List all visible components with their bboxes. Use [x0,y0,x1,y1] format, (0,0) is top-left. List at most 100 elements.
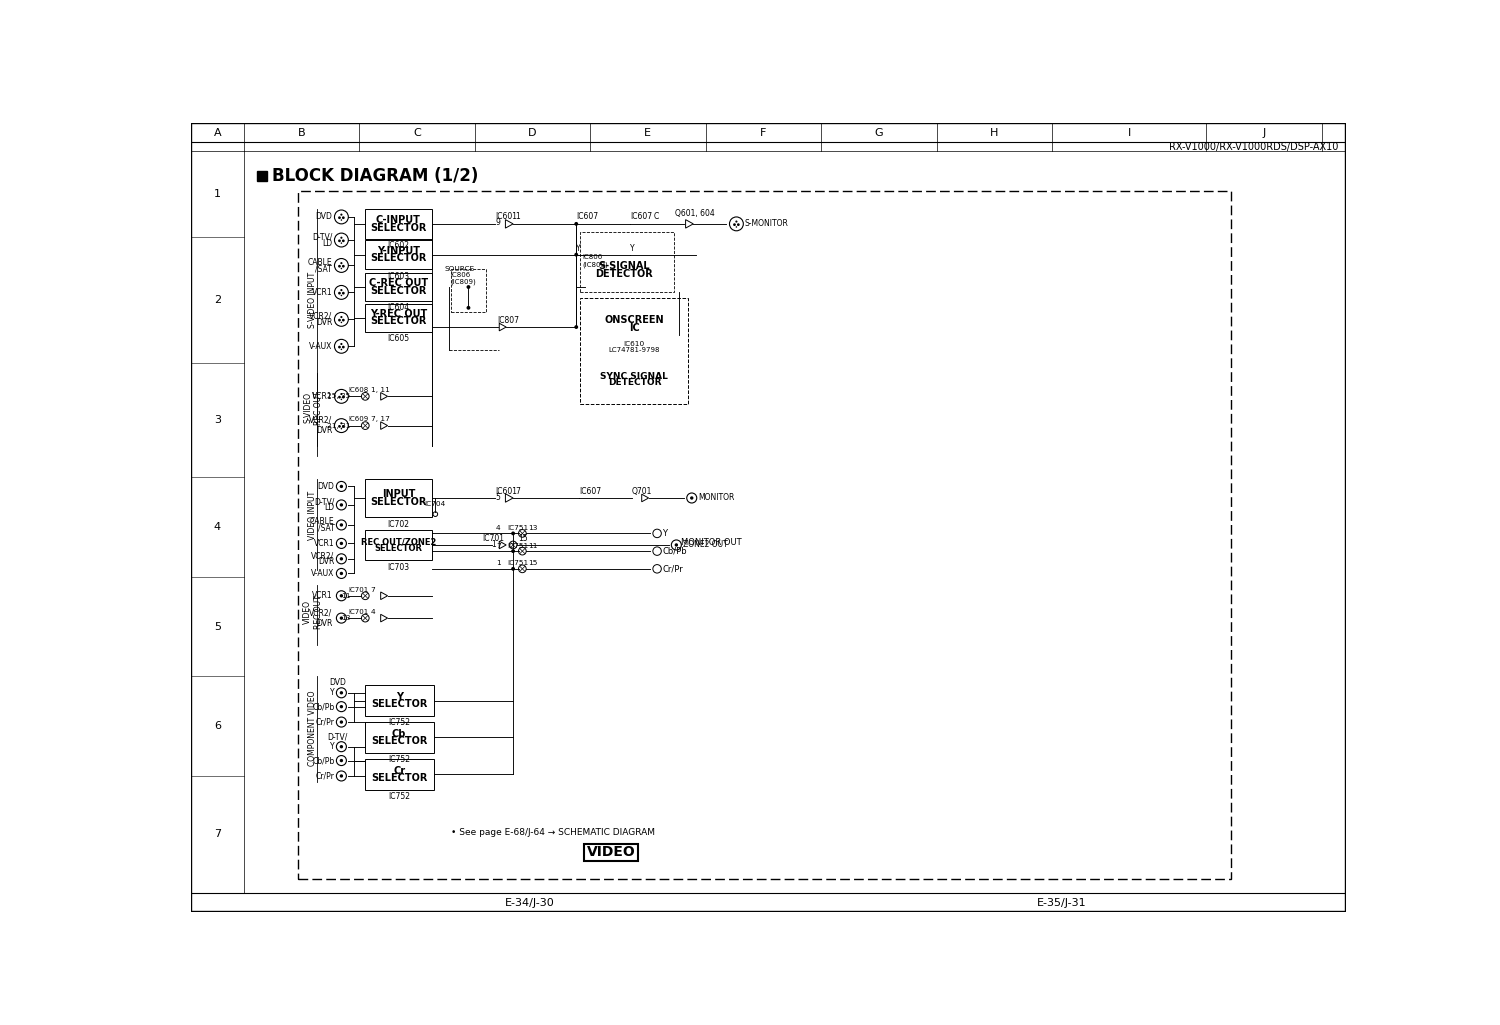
Text: 4: 4 [370,609,375,615]
Text: SELECTOR: SELECTOR [370,317,426,326]
Text: C: C [413,128,420,138]
Text: 11: 11 [528,542,537,548]
Circle shape [334,339,348,354]
Bar [364,722,434,752]
Circle shape [362,614,369,622]
Text: VIDEO INPUT: VIDEO INPUT [309,491,318,540]
Text: Y: Y [330,742,334,751]
Circle shape [334,418,348,433]
Circle shape [510,541,518,548]
Circle shape [574,325,578,329]
Circle shape [336,520,346,530]
Text: 5: 5 [495,493,501,501]
Text: VCR2/: VCR2/ [310,551,334,561]
Text: Cb/Pb: Cb/Pb [663,546,687,556]
Text: INPUT: INPUT [381,489,416,499]
Text: MONITOR OUT: MONITOR OUT [681,538,741,547]
Text: Y-REC OUT: Y-REC OUT [370,310,427,319]
Text: IC751: IC751 [507,561,528,567]
Circle shape [690,496,693,499]
Circle shape [336,482,346,491]
Text: LC74781-9798: LC74781-9798 [609,347,660,354]
Polygon shape [500,541,506,548]
Text: A: A [213,128,220,138]
Bar [364,209,432,239]
Circle shape [652,565,662,573]
Text: D-TV/: D-TV/ [327,733,348,742]
Circle shape [336,538,346,548]
Text: 21, 31: 21, 31 [327,422,351,428]
Text: IC752: IC752 [388,719,410,727]
Text: IC704: IC704 [424,501,445,507]
Text: E-35/J-31: E-35/J-31 [1036,898,1086,908]
Text: Cr/Pr: Cr/Pr [663,565,682,573]
Bar [584,844,638,861]
Text: 15: 15 [528,561,537,567]
Circle shape [512,549,515,554]
Text: /SAT: /SAT [318,524,334,533]
Circle shape [339,616,344,620]
Bar [585,250,663,290]
Text: E-34/J-30: E-34/J-30 [506,898,555,908]
Text: SELECTOR: SELECTOR [370,699,427,709]
Text: 9: 9 [495,218,501,227]
Text: SELECTOR: SELECTOR [370,253,426,263]
Bar [364,530,432,561]
Text: S-SIGNAL: S-SIGNAL [598,261,650,272]
Text: Q701: Q701 [632,487,652,495]
Text: C: C [654,212,658,221]
Text: B: B [297,128,304,138]
Text: Y-INPUT: Y-INPUT [376,246,420,256]
Text: IC603: IC603 [387,272,410,281]
Circle shape [334,210,348,223]
Text: COMPONENT VIDEO: COMPONENT VIDEO [309,691,318,766]
Circle shape [336,569,346,578]
Circle shape [342,396,345,399]
Circle shape [512,532,515,535]
Text: LD: LD [322,239,332,248]
Circle shape [519,530,526,537]
Circle shape [338,216,340,219]
Circle shape [339,774,344,778]
Text: IC607: IC607 [579,487,602,495]
Text: D: D [528,128,537,138]
Circle shape [340,262,342,264]
Text: SYNC SIGNAL: SYNC SIGNAL [600,371,669,380]
Circle shape [338,425,340,427]
Text: CABLE: CABLE [308,258,332,266]
Polygon shape [381,422,387,429]
Circle shape [672,540,681,550]
Text: BLOCK DIAGRAM (1/2): BLOCK DIAGRAM (1/2) [272,167,478,186]
Circle shape [338,292,340,294]
Text: ONSCREEN: ONSCREEN [604,316,664,325]
Polygon shape [642,494,648,502]
Text: Y: Y [663,529,668,538]
Text: IC701: IC701 [348,609,369,615]
Circle shape [339,705,344,708]
Text: 1: 1 [214,189,220,199]
Text: Y: Y [576,244,580,253]
Circle shape [342,264,345,268]
Circle shape [338,264,340,268]
Circle shape [339,542,344,545]
Text: Y: Y [630,244,634,253]
Circle shape [336,688,346,698]
Bar [364,304,432,332]
Circle shape [342,216,345,219]
Circle shape [336,742,346,751]
Text: 4: 4 [496,525,501,531]
Text: 1: 1 [490,540,495,549]
Text: 3: 3 [214,415,220,425]
Circle shape [340,237,342,239]
Text: IC806
(IC809): IC806 (IC809) [582,254,608,268]
Circle shape [334,286,348,299]
Circle shape [338,396,340,399]
Text: Y: Y [330,689,334,697]
Circle shape [339,503,344,506]
Circle shape [736,223,740,227]
Text: 15: 15 [519,534,528,543]
Circle shape [338,240,340,242]
Text: I: I [1128,128,1131,138]
Circle shape [339,691,344,695]
Text: Cb/Pb: Cb/Pb [312,756,334,765]
